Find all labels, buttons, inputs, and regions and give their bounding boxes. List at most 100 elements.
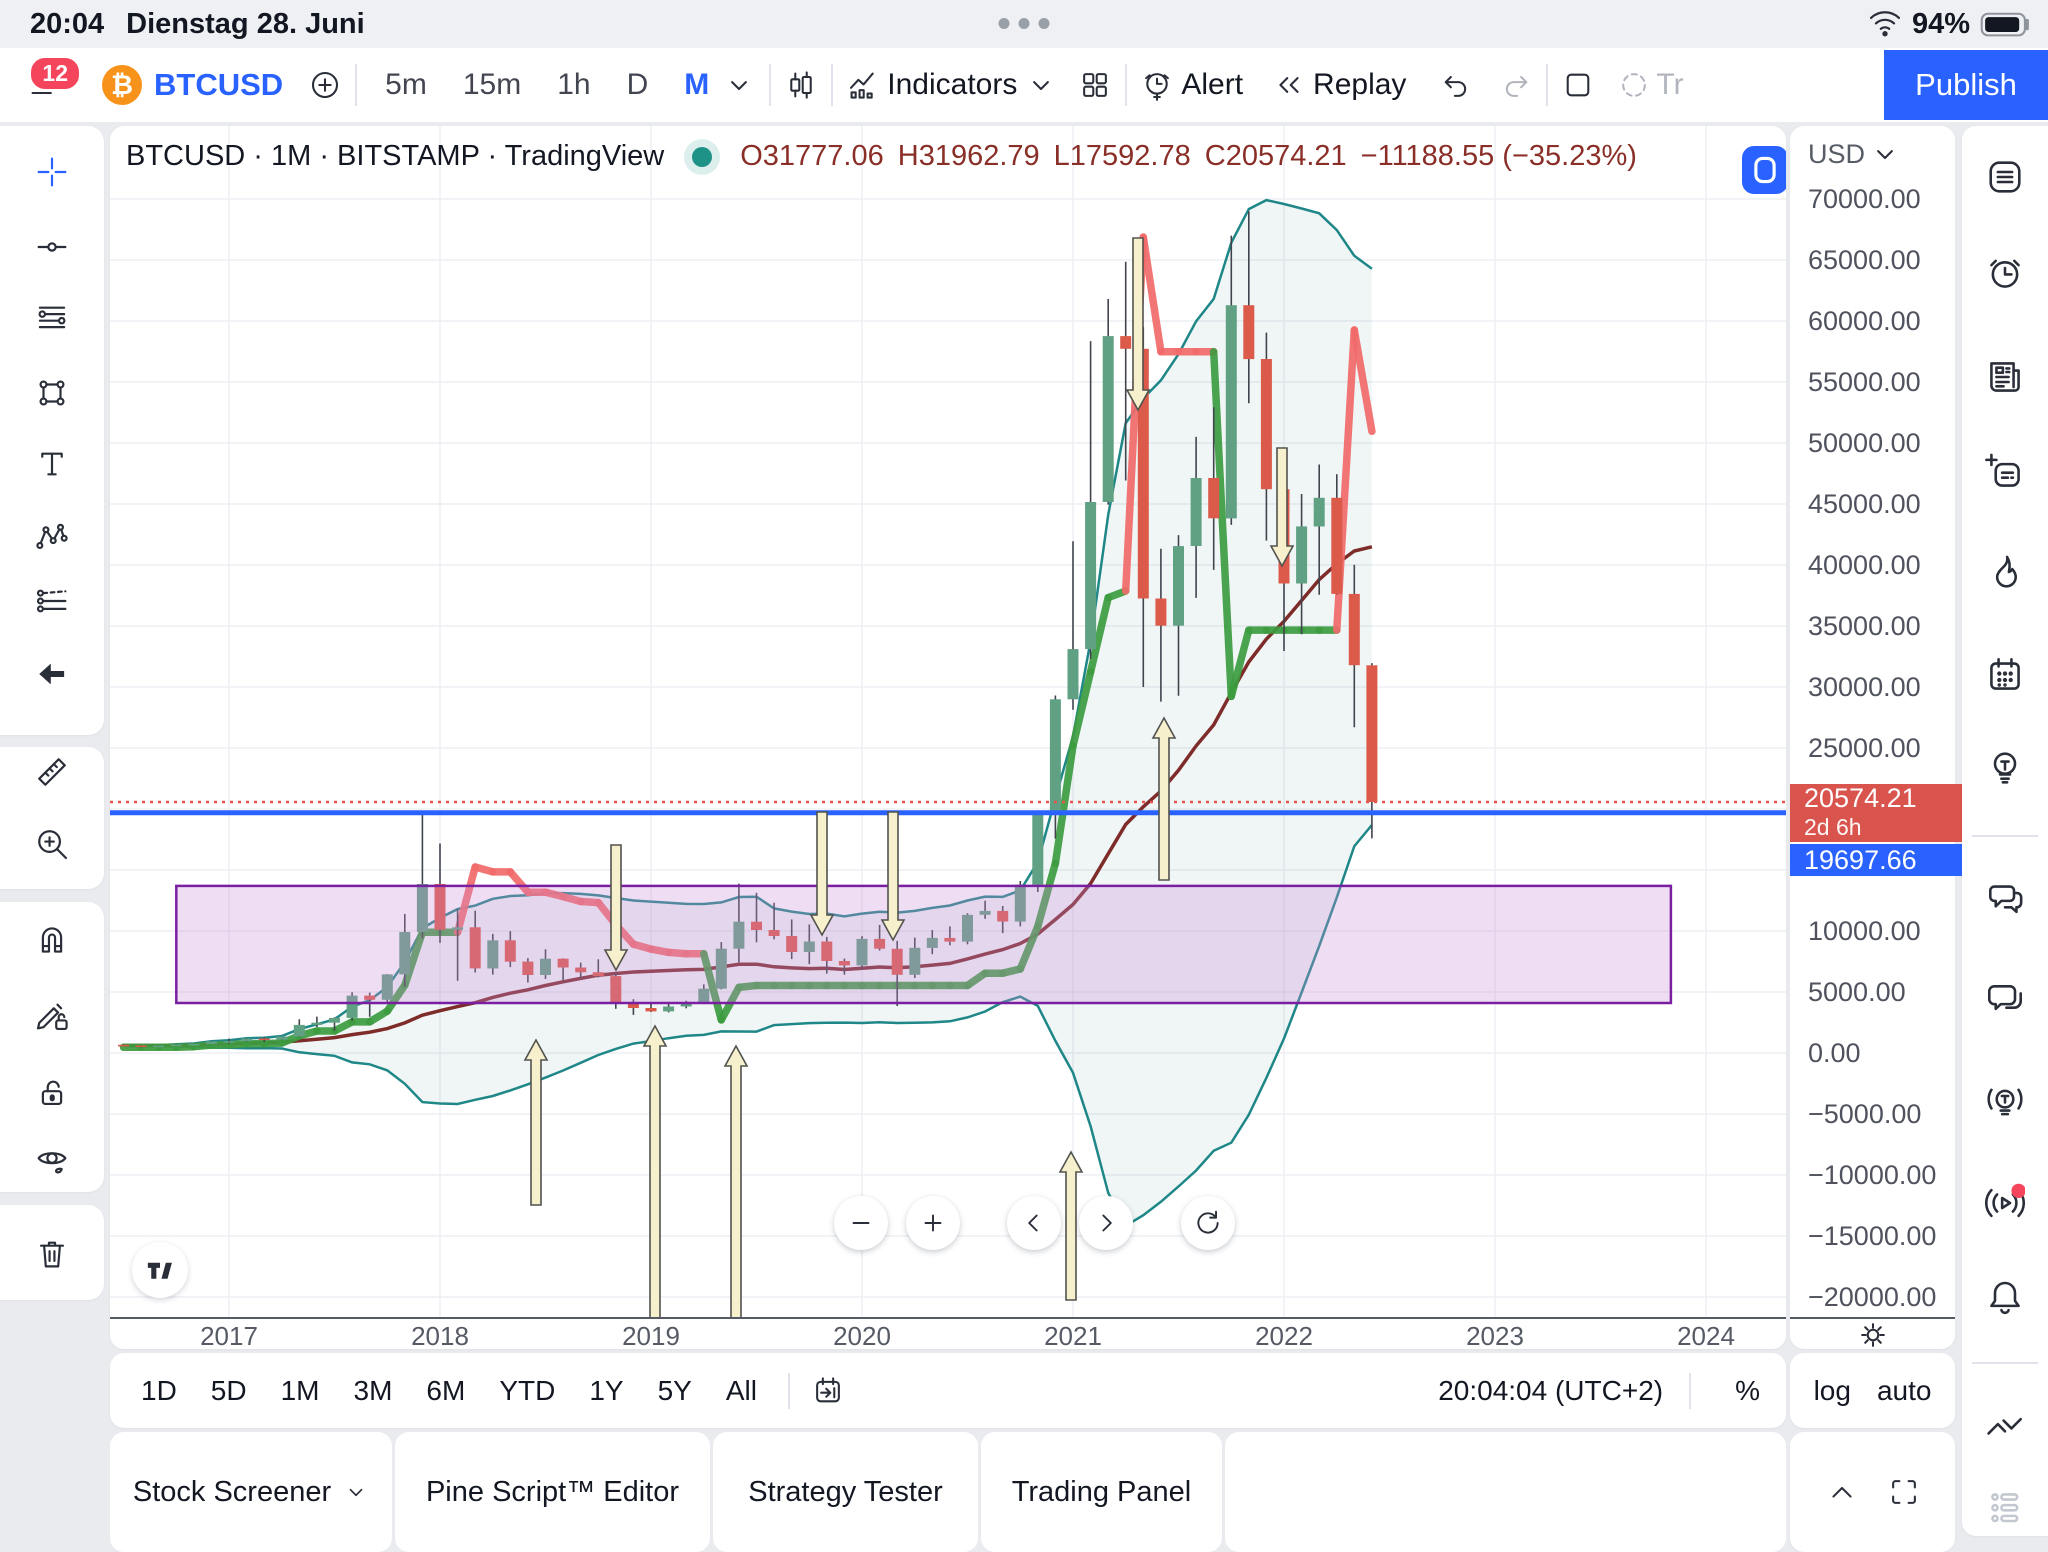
multichart-button[interactable]	[1562, 69, 1594, 101]
indicators-button[interactable]: Indicators	[847, 68, 1057, 102]
crosshair-icon[interactable]	[35, 155, 69, 189]
timeframe-1h[interactable]: 1h	[557, 68, 591, 101]
expand-panel-button[interactable]	[1826, 1476, 1858, 1508]
goto-date-button[interactable]	[812, 1375, 844, 1407]
range-1Y[interactable]: 1Y	[589, 1374, 624, 1406]
sidebar-ideas-bulb-icon[interactable]	[1985, 748, 2025, 788]
redo-button[interactable]	[1500, 69, 1532, 101]
range-1D[interactable]: 1D	[141, 1374, 177, 1406]
currency-selector[interactable]: USD	[1808, 138, 1901, 170]
chart-panel[interactable]: BTCUSD · 1M · BITSTAMP · TradingView O31…	[110, 126, 1786, 1349]
nav-minus-button[interactable]	[834, 1196, 888, 1250]
tab-trading-panel[interactable]: Trading Panel	[981, 1432, 1222, 1552]
eye-hide-icon[interactable]	[35, 1143, 69, 1177]
timeframe-chevron-down-icon[interactable]	[723, 69, 755, 101]
range-3M[interactable]: 3M	[353, 1374, 393, 1406]
arrow-back-icon[interactable]	[35, 657, 69, 691]
tab-pine-script-editor[interactable]: Pine Script™ Editor	[395, 1432, 710, 1552]
range-YTD[interactable]: YTD	[499, 1374, 556, 1406]
forecast-icon[interactable]	[35, 584, 69, 618]
alert-button[interactable]: Alert	[1141, 68, 1243, 102]
sidebar-calendar-icon[interactable]	[1985, 655, 2025, 695]
undo-button[interactable]	[1440, 69, 1472, 101]
range-1M[interactable]: 1M	[280, 1374, 320, 1406]
year-label[interactable]: 2024	[1677, 1321, 1735, 1349]
sidebar-alerts-clock-icon[interactable]	[1985, 253, 2025, 293]
sidebar-more-faded-icon[interactable]	[1985, 1487, 2025, 1527]
sync-realtime-button[interactable]	[1742, 146, 1786, 194]
year-label[interactable]: 2018	[411, 1321, 469, 1349]
shapes-icon[interactable]	[35, 376, 69, 410]
year-label[interactable]: 2020	[833, 1321, 891, 1349]
timeframe-5m[interactable]: 5m	[385, 68, 427, 101]
sidebar-watchlist-icon[interactable]	[1985, 157, 2025, 197]
sidebar-private-chat-icon[interactable]	[1985, 977, 2025, 1017]
percent-scale-button[interactable]: %	[1735, 1374, 1760, 1406]
year-label[interactable]: 2019	[622, 1321, 680, 1349]
zoom-in-icon[interactable]	[35, 827, 69, 861]
timeframe-15m[interactable]: 15m	[462, 68, 522, 101]
chart-style-button[interactable]	[785, 69, 817, 101]
price-chart[interactable]	[110, 126, 1786, 1349]
legend-title[interactable]: BTCUSD · 1M · BITSTAMP · TradingView	[126, 140, 665, 172]
replay-button[interactable]: Replay	[1273, 68, 1406, 102]
sidebar-notifications-bell-icon[interactable]	[1985, 1278, 2025, 1318]
tradingview-logo[interactable]	[132, 1242, 188, 1298]
alert-price-badge[interactable]: 19697.66	[1790, 844, 1962, 876]
magnet-icon[interactable]	[35, 923, 69, 957]
year-label[interactable]: 2017	[200, 1321, 258, 1349]
time-axis[interactable]: 2017 2018 2019 2020 2021 2022 2023 2024	[110, 1317, 1786, 1349]
range-6M[interactable]: 6M	[426, 1374, 466, 1406]
publish-button[interactable]: Publish	[1884, 50, 2048, 120]
log-scale-button[interactable]: log	[1813, 1374, 1851, 1406]
wifi-icon	[1868, 7, 1902, 41]
nav-chevron-right-button[interactable]	[1079, 1196, 1133, 1250]
tab-stock-screener[interactable]: Stock Screener	[110, 1432, 392, 1552]
year-label[interactable]: 2023	[1466, 1321, 1524, 1349]
range-All[interactable]: All	[725, 1374, 757, 1406]
price-tick: 25000.00	[1808, 733, 1921, 763]
cloud-save-icon[interactable]	[1618, 69, 1650, 101]
text-tool-icon[interactable]	[35, 447, 69, 481]
symbol-button[interactable]: BTCUSD	[154, 67, 284, 102]
year-label[interactable]: 2022	[1255, 1321, 1313, 1349]
timeframe-D[interactable]: D	[626, 68, 649, 101]
nav-plus-button[interactable]	[906, 1196, 960, 1250]
fullscreen-button[interactable]	[1888, 1476, 1920, 1508]
draw-lock-icon[interactable]	[35, 998, 69, 1032]
range-5D[interactable]: 5D	[210, 1374, 247, 1406]
tab-strategy-tester[interactable]: Strategy Tester	[713, 1432, 978, 1552]
nav-chevron-left-button[interactable]	[1007, 1196, 1061, 1250]
layout-grid-button[interactable]	[1079, 69, 1111, 101]
sidebar-broadcast-ideas-icon[interactable]	[1985, 1082, 2025, 1122]
battery-icon	[1980, 8, 2030, 40]
range-5Y[interactable]: 5Y	[657, 1374, 692, 1406]
auto-scale-button[interactable]: auto	[1876, 1374, 1932, 1406]
price-tick: 60000.00	[1808, 306, 1921, 336]
fib-retracement-icon[interactable]	[35, 301, 69, 335]
trash-icon[interactable]	[35, 1236, 69, 1270]
clock-utc[interactable]: 20:04:04 (UTC+2)	[1438, 1374, 1664, 1406]
multitask-dots-icon	[998, 18, 1050, 29]
sidebar-group-chat-icon[interactable]	[1985, 878, 2025, 918]
sidebar-news-icon[interactable]	[1985, 357, 2025, 397]
xabcd-pattern-icon[interactable]	[35, 520, 69, 554]
sidebar-text-notes-icon[interactable]	[1985, 452, 2025, 492]
sidebar-hotlists-flame-icon[interactable]	[1985, 552, 2025, 592]
price-scale-panel[interactable]: USD 70000.00 65000.00 60000.00 55000.00 5000…	[1790, 126, 1962, 1351]
year-label[interactable]: 2021	[1044, 1321, 1102, 1349]
compare-add-icon[interactable]	[309, 69, 341, 101]
empty-panel-card	[1225, 1432, 1786, 1552]
nav-reset-button[interactable]	[1181, 1196, 1235, 1250]
sidebar-market-arrows-icon[interactable]	[1985, 1407, 2025, 1447]
sidebar-live-streams-icon[interactable]	[1985, 1183, 2025, 1223]
theme-sun-icon[interactable]	[1857, 1319, 1889, 1351]
price-tick: 50000.00	[1808, 428, 1921, 458]
main-menu-button[interactable]: 12	[28, 55, 82, 101]
timeframe-M[interactable]: M	[684, 68, 710, 101]
ruler-icon[interactable]	[35, 755, 69, 789]
price-tick: −5000.00	[1808, 1099, 1922, 1129]
trend-line-icon[interactable]	[35, 230, 69, 264]
lock-icon[interactable]	[35, 1076, 69, 1110]
sidebar-divider	[1972, 1362, 2038, 1364]
